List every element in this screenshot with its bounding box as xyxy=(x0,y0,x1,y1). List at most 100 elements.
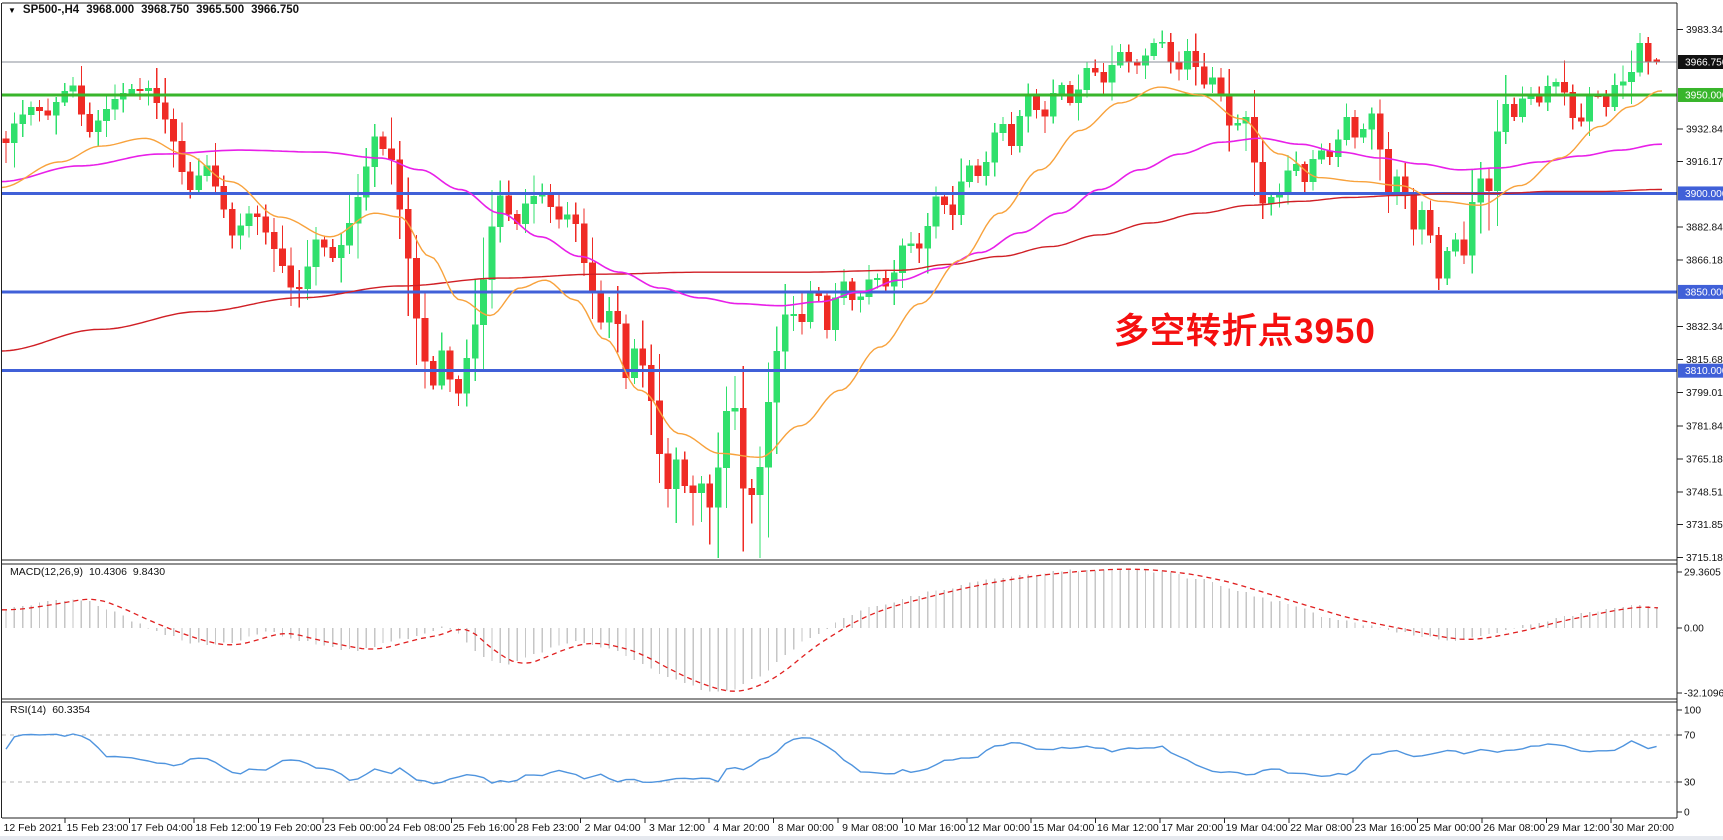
candle xyxy=(388,148,395,161)
price-axis-label: 3932.840 xyxy=(1686,124,1723,135)
candle xyxy=(1091,67,1099,73)
candle xyxy=(488,226,496,280)
time-axis-label: 2 Mar 04:00 xyxy=(585,822,641,834)
candle xyxy=(572,214,580,225)
ohlc-open: 3968.000 xyxy=(86,4,135,16)
candle xyxy=(1142,55,1149,66)
candle xyxy=(1410,194,1417,230)
candle xyxy=(656,400,663,455)
candle xyxy=(714,467,722,508)
time-axis-label: 12 Feb 2021 xyxy=(4,822,63,834)
candle xyxy=(186,171,194,191)
candle xyxy=(1418,209,1426,230)
candle xyxy=(61,91,69,103)
time-axis-label: 26 Mar 08:00 xyxy=(1483,822,1545,834)
rsi-line xyxy=(5,733,1657,785)
candle xyxy=(254,213,261,218)
candle xyxy=(1628,72,1635,83)
candle xyxy=(1636,42,1644,73)
candle xyxy=(1435,235,1443,279)
symbol-name: SP500-,H4 xyxy=(22,4,80,16)
window-bottom-strip xyxy=(0,836,1723,840)
candle xyxy=(111,98,119,110)
macd-layer xyxy=(2,568,1659,692)
time-axis-label: 23 Mar 16:00 xyxy=(1354,822,1416,834)
candle xyxy=(1100,72,1107,83)
candle xyxy=(1360,128,1367,138)
time-axis-label: 15 Feb 23:00 xyxy=(66,822,128,834)
candle xyxy=(1452,239,1459,252)
candle xyxy=(11,123,18,143)
ma-slow-line xyxy=(1,188,1662,352)
candle xyxy=(287,265,295,288)
candle xyxy=(1343,117,1350,140)
candle xyxy=(664,453,672,490)
candle xyxy=(941,196,948,205)
candle xyxy=(1158,41,1166,44)
macd-indicator-label: MACD(12,26,9) 10.4306 9.8430 xyxy=(10,566,165,578)
candle xyxy=(631,348,638,378)
candle xyxy=(321,239,328,248)
candle xyxy=(1477,178,1485,203)
rsi-axis-label: 100 xyxy=(1684,706,1701,717)
candle xyxy=(790,314,797,316)
symbol-dropdown-icon[interactable]: ▼ xyxy=(8,5,16,15)
candle xyxy=(999,124,1007,133)
candle xyxy=(807,292,814,323)
time-axis-label: 17 Mar 20:00 xyxy=(1161,822,1223,834)
price-axis-label: 3799.015 xyxy=(1686,388,1723,399)
candle xyxy=(103,109,110,122)
macd-axis-label: 0.00 xyxy=(1684,624,1704,635)
macd-axis-label: 29.3605 xyxy=(1684,568,1721,579)
ma-mid-line xyxy=(1,137,1663,307)
candle xyxy=(1251,117,1258,163)
time-axis-label: 16 Mar 12:00 xyxy=(1097,822,1159,834)
candle xyxy=(564,214,571,220)
axes-layer: 3983.340 3932.840 3916.175 3882.845 3866.180… xyxy=(4,25,1723,834)
candle xyxy=(1427,209,1434,236)
candle xyxy=(145,87,152,91)
price-axis-highlight-hline-green xyxy=(1678,87,1723,102)
time-axis-label: 8 Mar 00:00 xyxy=(778,822,834,834)
candle xyxy=(781,314,789,352)
price-axis-highlight-hline-blue xyxy=(1678,363,1723,378)
moving-averages-layer xyxy=(1,86,1663,459)
candle xyxy=(463,358,471,394)
candle xyxy=(907,243,915,246)
candle xyxy=(1535,96,1543,103)
candle xyxy=(362,166,370,198)
candle xyxy=(228,208,236,236)
candle xyxy=(1058,84,1066,94)
candle xyxy=(899,245,906,273)
candle xyxy=(396,159,404,210)
candle xyxy=(245,213,253,227)
candle xyxy=(1284,170,1292,193)
macd-signal-value: 9.8430 xyxy=(132,566,166,578)
time-axis-label: 30 Mar 20:00 xyxy=(1612,822,1674,834)
candle xyxy=(580,223,588,264)
candle xyxy=(379,136,387,149)
candle xyxy=(94,120,102,132)
candle xyxy=(589,262,596,294)
candle xyxy=(622,323,630,378)
candle xyxy=(1368,113,1376,130)
candle xyxy=(857,296,864,300)
candle xyxy=(354,196,362,224)
candle xyxy=(1519,98,1526,118)
candle xyxy=(1225,93,1233,126)
candle xyxy=(27,107,35,116)
time-axis-label: 18 Feb 12:00 xyxy=(195,822,257,834)
candle xyxy=(932,196,940,227)
candle xyxy=(672,459,680,490)
candle xyxy=(496,195,504,228)
candle xyxy=(957,181,965,215)
candle xyxy=(1292,164,1300,172)
time-axis-label: 9 Mar 08:00 xyxy=(842,822,898,834)
price-axis-label-hline-blue: 3810.000 xyxy=(1685,366,1723,377)
candle xyxy=(19,114,27,125)
candle xyxy=(723,410,730,469)
ohlc-low: 3965.500 xyxy=(196,4,245,16)
price-axis-label: 3815.680 xyxy=(1686,355,1723,366)
time-axis-label: 15 Mar 04:00 xyxy=(1032,822,1094,834)
